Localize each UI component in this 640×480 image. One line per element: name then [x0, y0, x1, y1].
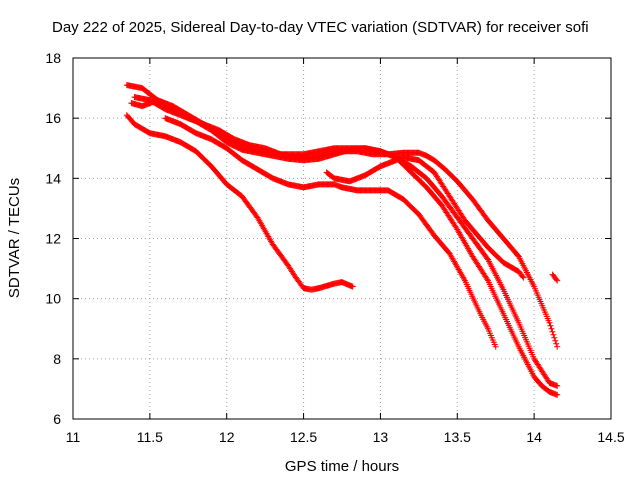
series-track-6 [323, 154, 527, 281]
x-tick-label: 12 [219, 429, 235, 445]
x-tick-label: 11.5 [137, 429, 163, 445]
x-tick-label: 13.5 [444, 429, 471, 445]
axis-ticks: 11 11.5 12 12.5 13 13.5 14 14.5 6 8 10 12 14 16 18 [45, 50, 624, 445]
data-point [554, 277, 561, 284]
data-point [551, 334, 558, 341]
data-point [453, 225, 460, 232]
y-tick-label: 10 [45, 291, 61, 307]
x-axis-label: GPS time / hours [285, 458, 399, 475]
data-point [484, 276, 491, 283]
plot-frame [72, 57, 612, 420]
data-point [548, 325, 555, 332]
x-tick-label: 11 [66, 429, 81, 445]
series-track-1 [123, 82, 561, 350]
x-tick-label: 14.5 [597, 429, 624, 445]
data-point [553, 276, 560, 283]
y-tick-label: 14 [45, 170, 61, 186]
data-point [484, 255, 491, 262]
data-point [546, 319, 553, 326]
series-track-4 [123, 112, 356, 293]
data-point [554, 343, 561, 350]
y-tick-label: 8 [53, 351, 61, 367]
data-point [547, 322, 554, 329]
x-tick-label: 12.5 [290, 429, 317, 445]
data-point [520, 274, 527, 281]
y-tick-label: 18 [45, 50, 61, 66]
y-tick-label: 12 [45, 231, 61, 247]
data-points [123, 82, 561, 398]
y-tick-label: 6 [53, 411, 61, 427]
data-point [492, 343, 499, 350]
y-tick-label: 16 [45, 110, 61, 126]
data-point [549, 328, 556, 335]
data-point [554, 391, 561, 398]
data-point [554, 382, 561, 389]
data-point [519, 273, 526, 280]
data-point [349, 283, 356, 290]
data-point [552, 337, 559, 344]
series-track-7 [549, 271, 561, 284]
gridlines [73, 58, 611, 419]
y-axis-label: SDTVAR / TECUs [6, 178, 23, 298]
series-track-3 [128, 97, 561, 398]
series-track-5 [162, 115, 499, 350]
x-tick-label: 14 [526, 429, 542, 445]
data-point [553, 340, 560, 347]
chart-title: Day 222 of 2025, Sidereal Day-to-day VTE… [52, 19, 589, 36]
data-point [550, 331, 557, 338]
x-tick-label: 13 [373, 429, 389, 445]
